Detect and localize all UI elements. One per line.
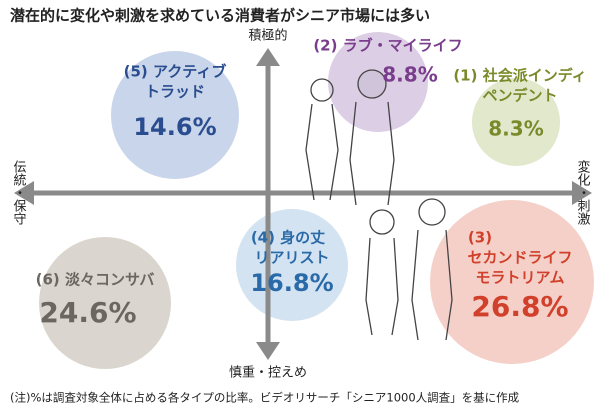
segment-circle bbox=[430, 200, 594, 364]
segment-label: トラッド bbox=[145, 83, 205, 101]
segment-label: (6) 淡々コンサバ bbox=[36, 271, 155, 289]
axes bbox=[14, 48, 592, 360]
segment-label: (5) アクティブ bbox=[124, 63, 227, 81]
segment-label: (2) ラブ・マイライフ bbox=[313, 37, 462, 55]
segment-share: 26.8% bbox=[471, 290, 568, 323]
segment-circle bbox=[39, 237, 171, 369]
segment-circle bbox=[472, 78, 560, 166]
footnote: (注)%は調査対象全体に占める各タイプの比率。ビデオリサーチ「シニア1000人調… bbox=[10, 391, 520, 405]
segment-label: (4) 身の丈 bbox=[251, 229, 325, 247]
segment-circle bbox=[111, 51, 239, 179]
segment-share: 16.8% bbox=[250, 269, 333, 297]
axis-label-left: 伝統・保守 bbox=[11, 160, 27, 225]
axis-label-right: 変化・刺激 bbox=[575, 159, 591, 225]
axis-label-top: 積極的 bbox=[248, 28, 287, 44]
segment-label: リアリスト bbox=[254, 249, 329, 267]
segment-label: (1) 社会派インディ bbox=[453, 67, 586, 85]
segment-share: 8.3% bbox=[488, 117, 543, 141]
segment-label: モラトリアム bbox=[476, 269, 565, 287]
title: 潜在的に変化や刺激を求めている消費者がシニア市場には多い bbox=[10, 7, 430, 25]
segment-share: 24.6% bbox=[39, 296, 136, 329]
segment-circle bbox=[236, 209, 348, 321]
segment-label: (3) bbox=[468, 229, 492, 247]
segment-label: セカンドライフ bbox=[467, 249, 572, 267]
segment-label: ペンデント bbox=[482, 87, 557, 105]
illustration bbox=[305, 69, 453, 341]
segment-share: 8.8% bbox=[382, 63, 437, 87]
segment-share: 14.6% bbox=[133, 113, 216, 141]
axis-label-bottom: 慎重・控えめ bbox=[229, 365, 307, 381]
